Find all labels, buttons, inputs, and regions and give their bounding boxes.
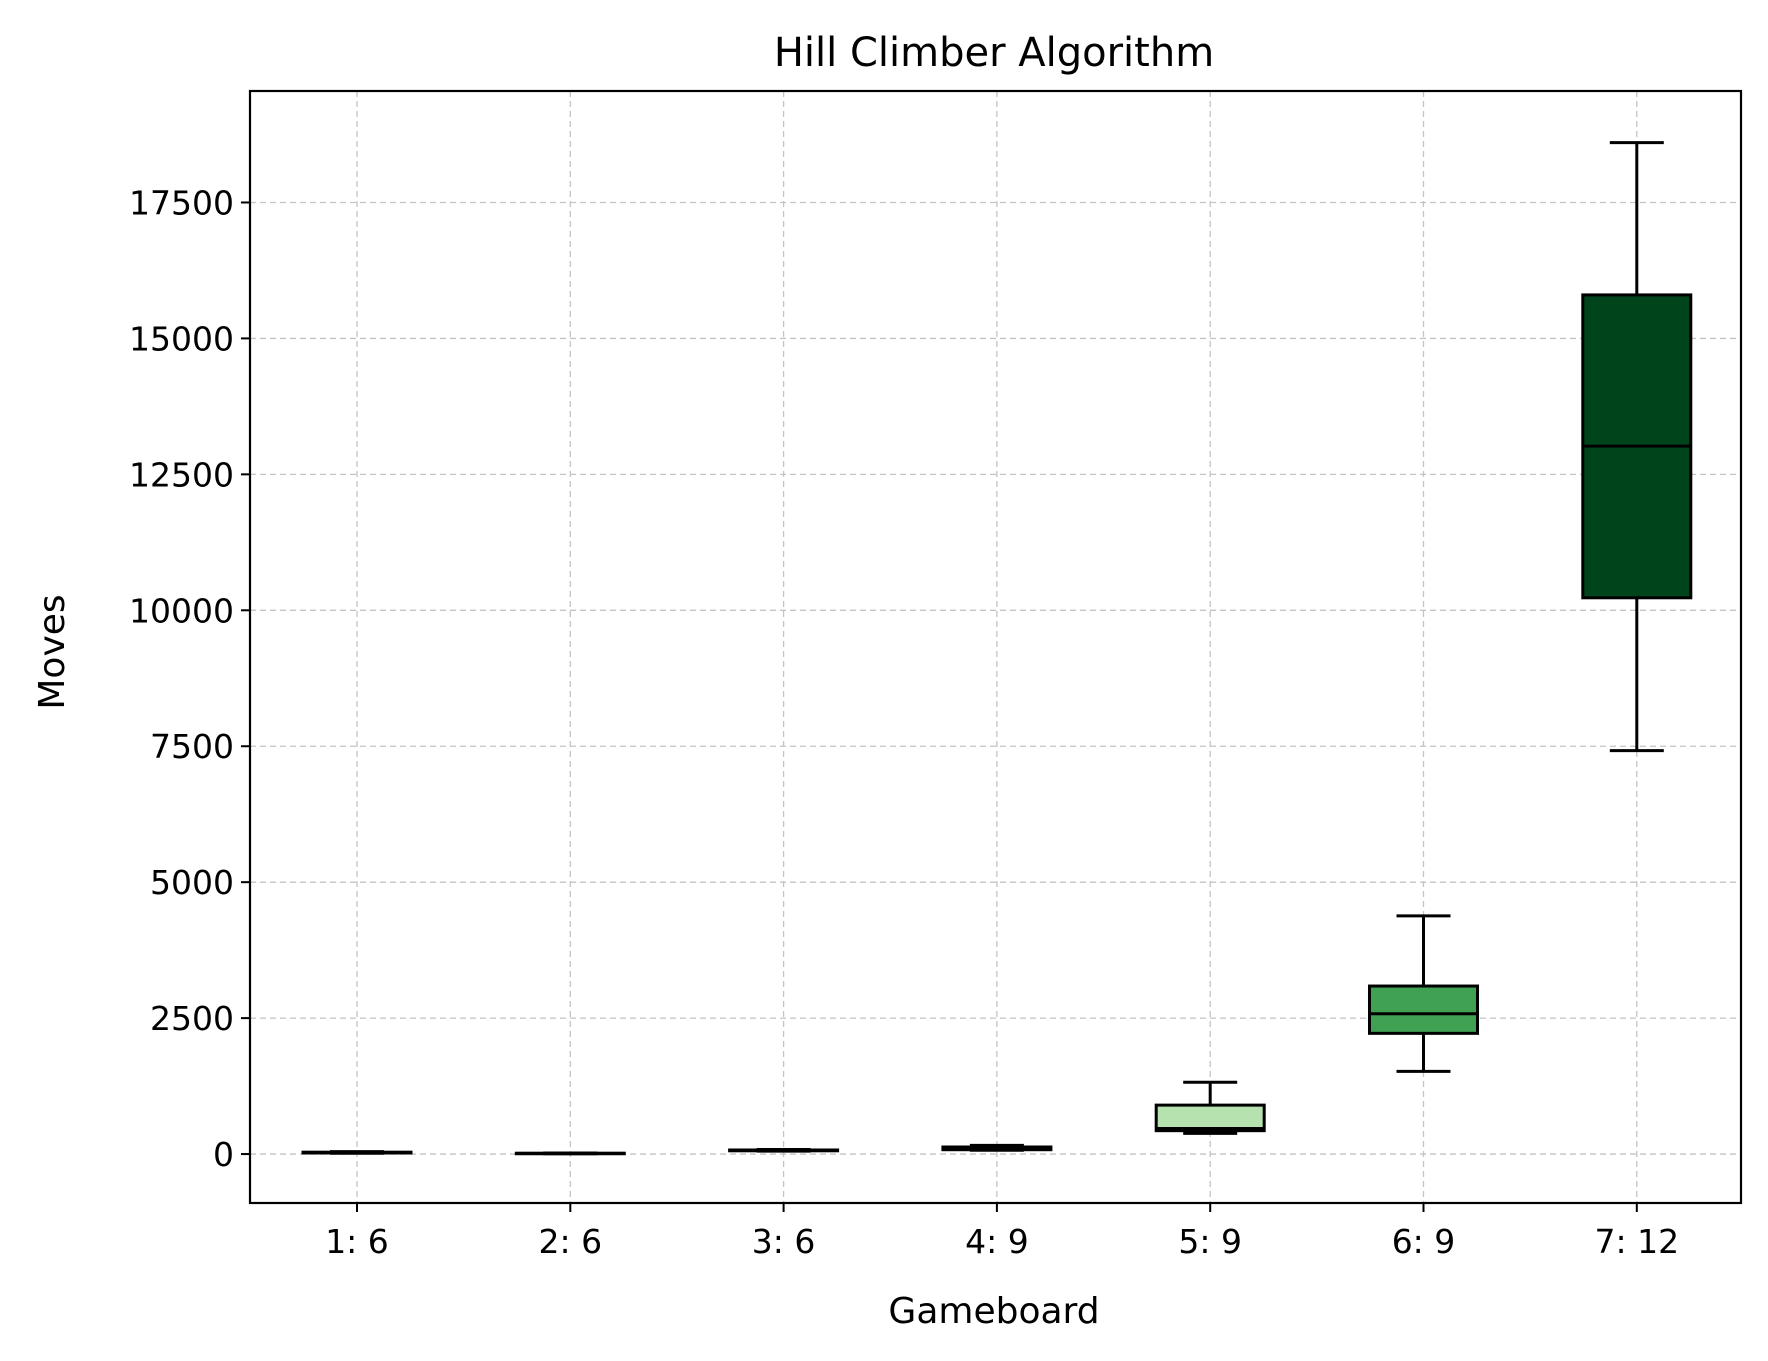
grid-layer — [250, 91, 1741, 1203]
chart-title: Hill Climber Algorithm — [774, 30, 1214, 76]
y-tick-label: 0 — [213, 1135, 234, 1174]
y-tick-label: 10000 — [129, 591, 234, 630]
box-group — [514, 1151, 626, 1156]
x-tick-label: 2: 6 — [538, 1222, 602, 1261]
plot-frame — [248, 89, 1743, 1205]
box — [1154, 1103, 1266, 1133]
x-axis-label: Gameboard — [888, 1291, 1099, 1332]
x-tick-label: 4: 9 — [965, 1222, 1029, 1261]
y-tick-label: 2500 — [150, 999, 234, 1038]
x-tick-label: 5: 9 — [1178, 1222, 1242, 1261]
x-tick-label: 7: 12 — [1594, 1222, 1679, 1261]
box-group — [1368, 914, 1479, 1073]
box-layer — [301, 141, 1693, 1156]
box-group — [728, 1147, 840, 1153]
x-tick-label: 6: 9 — [1392, 1222, 1456, 1261]
y-tick-label: 17500 — [129, 183, 234, 222]
y-tick-label: 5000 — [150, 863, 234, 902]
y-axis-label: Moves — [32, 594, 73, 709]
y-tick-label: 12500 — [129, 455, 234, 494]
box-group — [1581, 141, 1693, 753]
tick-layer: 0 2500 5000 7500 10000 12500 15000 17500 1: 6 2: … — [129, 183, 1679, 1261]
y-tick-label: 15000 — [129, 319, 234, 358]
x-tick-label: 1: 6 — [325, 1222, 389, 1261]
y-tick-label: 7500 — [150, 727, 234, 766]
box-group — [301, 1150, 413, 1155]
box-group — [1154, 1080, 1266, 1135]
box — [1368, 984, 1479, 1035]
x-tick-label: 3: 6 — [752, 1222, 816, 1261]
box-group — [941, 1143, 1053, 1152]
